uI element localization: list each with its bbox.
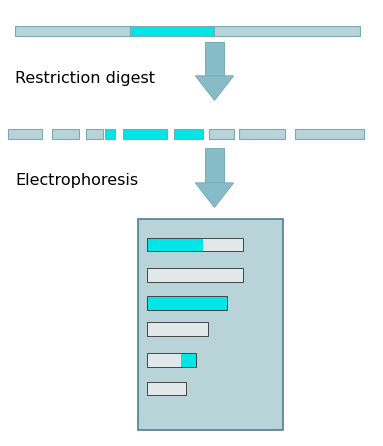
Text: Restriction digest: Restriction digest — [15, 70, 155, 86]
Bar — [209, 129, 234, 139]
Bar — [205, 148, 224, 183]
Bar — [15, 26, 130, 36]
Bar — [147, 353, 181, 367]
Bar — [147, 268, 243, 282]
Polygon shape — [195, 76, 234, 100]
Bar — [105, 129, 115, 139]
Bar — [239, 129, 285, 139]
Bar — [8, 129, 42, 139]
Bar — [147, 296, 227, 310]
Bar — [52, 129, 79, 139]
Bar — [295, 129, 364, 139]
Bar — [203, 238, 243, 252]
Bar — [123, 129, 167, 139]
Bar — [205, 42, 224, 76]
Bar — [174, 129, 203, 139]
Bar — [214, 26, 360, 36]
Bar — [86, 129, 103, 139]
Polygon shape — [195, 183, 234, 207]
Bar — [147, 382, 186, 396]
Bar — [138, 219, 283, 430]
Bar — [147, 322, 208, 336]
Bar — [147, 238, 203, 252]
Bar — [147, 238, 243, 252]
Text: Electrophoresis: Electrophoresis — [15, 173, 138, 188]
Bar — [147, 353, 196, 367]
Bar — [130, 26, 214, 36]
Bar — [181, 353, 196, 367]
